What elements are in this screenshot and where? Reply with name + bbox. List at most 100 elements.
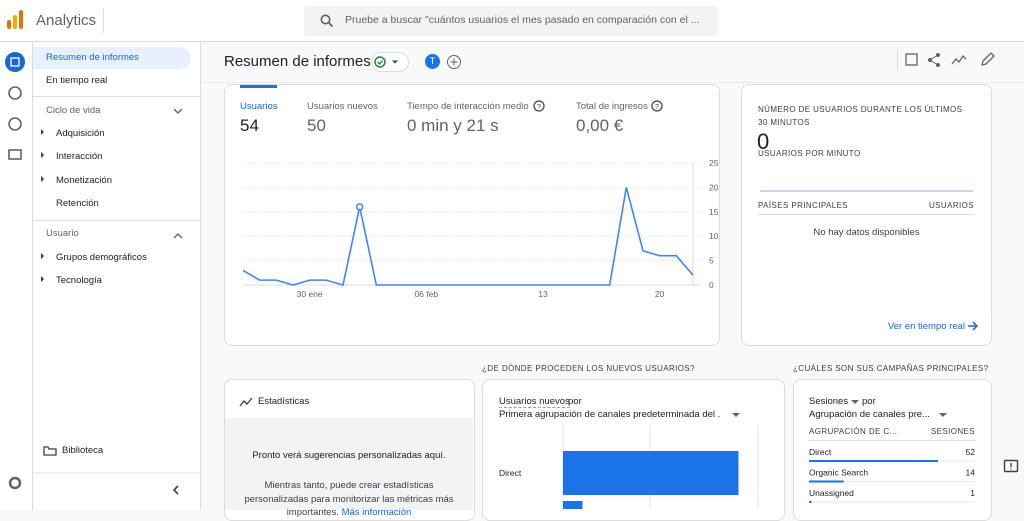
y-tick-label: 0 [709,280,714,290]
search-box[interactable] [304,6,718,36]
metric-selector[interactable]: Usuarios nuevos [499,396,570,408]
row-value: 52 [966,447,976,457]
nav-rail [0,42,33,510]
page: Analytics {"header":{"app_name":"Analyti… [0,6,1024,521]
row-value: 1 [970,488,975,498]
nav-item[interactable]: Grupos demográficos [56,252,147,263]
sparkline [760,190,973,192]
x-tick-label: 20 [654,289,665,299]
row-bar [809,480,844,483]
arrow-icon [968,321,979,331]
metric-value: 50 [307,116,326,135]
search-icon [320,14,334,28]
add-comparison[interactable] [446,54,462,70]
hover-point [355,203,364,211]
app-name: Analytics [36,12,97,29]
nav-section[interactable]: Ciclo de vida [46,105,101,116]
metric-label[interactable]: Usuarios nuevos [307,101,378,112]
nav-item[interactable]: Resumen de informes [46,52,139,63]
sidebar-icons [33,108,200,495]
x-tick-label: 06 feb [414,289,439,299]
sidebar-selected [33,47,191,69]
help-icon[interactable]: ? [533,100,545,112]
tab-indicator [240,85,277,88]
search-placeholder: Pruebe a buscar "cuántos usuarios el mes… [345,15,700,26]
realtime-title: NÚMERO DE USUARIOS DURANTE LOS ÚLTIMOS 3… [758,105,963,127]
svg-text:?: ? [537,104,541,111]
realtime-card [741,84,992,346]
logo [7,10,23,29]
insights-title: Estadísticas [258,396,310,407]
sidebar [33,42,201,510]
svg-text:?: ? [655,104,659,111]
by-label: por [862,396,876,407]
row-value: 14 [966,468,976,478]
divider [809,440,975,441]
realtime-link[interactable]: Ver en tiempo real [887,321,965,332]
category-label: Direct [499,468,522,478]
column-header: AGRUPACIÓN DE C... [809,427,898,436]
dimension-selector[interactable]: Primera agrupación de canales predetermi… [499,410,721,420]
nav-item[interactable]: Tecnología [56,275,102,286]
campaigns-card [793,379,992,521]
column-header: SESIONES [930,427,975,436]
metric-value: 0 min y 21 s [407,116,499,135]
divider [200,82,1024,83]
y-tick-label: 20 [709,182,719,192]
toolbar-icons[interactable] [902,50,1002,70]
avatar-letter: T [429,56,436,66]
dropdown-icon [732,413,740,417]
overview-card [224,84,720,346]
dropdown-icon [851,400,859,404]
reports-icon[interactable] [5,52,25,72]
nav-item[interactable]: Biblioteca [62,445,104,456]
page-title: Resumen de informes [224,53,371,70]
advertising-icon[interactable] [8,117,22,131]
nav-item[interactable]: Interacción [56,151,103,162]
metric-selector[interactable]: Sesiones [809,396,849,407]
help-icon[interactable]: ? [651,100,663,112]
metric-value: 0,00 € [576,116,624,135]
nav-item[interactable]: En tiempo real [46,75,108,86]
divider [103,9,104,33]
nav-item[interactable]: Adquisición [56,128,105,139]
realtime-value: 0 [757,129,770,154]
dimension-selector[interactable]: Agrupación de canales pre... [809,409,930,420]
metric-label[interactable]: Usuarios [240,101,278,112]
body: Analytics Pruebe a buscar "cuántos usuar… [0,6,1024,521]
explore-icon[interactable] [8,86,22,100]
section-heading: ¿DE DÓNDE PROCEDEN LOS NUEVOS USUARIOS? [482,364,695,373]
y-tick-label: 5 [709,256,714,266]
by-label: por [568,396,582,407]
realtime-subtitle: USUARIOS POR MINUTO [758,149,861,158]
row-bar [809,501,812,503]
bar [563,501,583,509]
dropdown-icon [939,413,947,417]
line [242,187,694,287]
x-tick-label: 30 ene [296,289,323,299]
new-users-card [482,379,785,521]
divider [33,220,200,221]
y-tick-label: 15 [709,207,719,217]
bar [563,451,739,495]
empty-message: No hay datos disponibles [813,227,920,238]
divider [758,214,974,215]
row-name: Organic Search [809,468,868,478]
insights-message: Pronto verá sugerencias personalizadas a… [252,450,446,461]
y-tick-label: 25 [709,158,719,168]
insights-body [225,418,473,510]
configure-icon[interactable] [8,149,22,160]
feedback-icon[interactable] [1003,459,1019,475]
avatar[interactable] [425,54,440,69]
row-name: Unassigned [809,488,854,498]
charts: 0 5 10 15 20 25 Direct Direct 52 Organic Search 14… [242,158,976,510]
rail-icons [5,52,25,490]
settings-icon[interactable] [8,476,22,490]
nav-section[interactable]: Usuario [46,228,79,239]
nav-item[interactable]: Monetización [56,175,112,186]
metric-label[interactable]: Total de ingresos [576,101,648,112]
nav-item[interactable]: Retención [56,198,99,209]
metric-label[interactable]: Tiempo de interacción medio [407,101,529,112]
x-tick-label: 13 [538,289,548,299]
row-name: Direct [809,447,832,457]
